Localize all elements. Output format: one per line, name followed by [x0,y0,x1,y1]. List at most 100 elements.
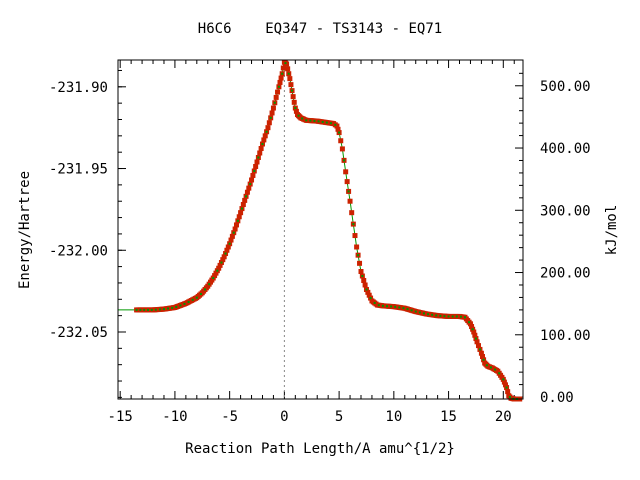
data-point-center [369,297,372,300]
data-point-center [427,313,430,316]
data-point-center [394,305,397,308]
y2-tick-label: 100.00 [540,328,591,344]
data-point-center [502,378,505,381]
data-point [335,126,341,132]
data-point-center [139,308,142,311]
data-point [229,233,235,239]
data-point-center [471,328,474,331]
data-point [257,150,263,156]
data-point-center [390,305,393,308]
data-point [291,99,297,105]
data-point [233,222,239,228]
data-point-center [297,114,300,117]
data-point-center [385,305,388,308]
data-point [228,237,234,243]
data-point-center [228,242,231,245]
data-point-center [352,223,355,226]
data-point-center [459,315,462,318]
data-point [365,289,371,295]
data-point-center [498,372,501,375]
data-point [472,332,478,338]
data-point-center [381,304,384,307]
data-point-center [175,305,178,308]
data-point-center [431,313,434,316]
data-point [250,172,256,178]
x-tick-label: -10 [162,409,187,425]
x-tick-label: 10 [385,409,402,425]
data-point [258,146,264,152]
data-point-center [494,368,497,371]
data-point [224,247,230,253]
y-tick-label: -232.00 [49,243,108,259]
data-point-center [357,254,360,257]
y2-tick-label: 400.00 [540,141,591,157]
data-point-center [236,219,239,222]
data-point [287,76,293,82]
data-point [284,61,290,67]
data-point-center [343,159,346,162]
data-point-center [167,307,170,310]
x-tick-label: 5 [335,409,343,425]
data-point [349,210,355,216]
data-point-center [277,85,280,88]
data-point [471,329,477,335]
data-point-center [294,107,297,110]
data-point-center [443,315,446,318]
data-point-center [232,231,235,234]
x-tick-label: 20 [495,409,512,425]
data-point-center [365,288,368,291]
chart-title: H6C6 EQ347 - TS3143 - EQ71 [198,21,442,37]
data-point [285,66,291,72]
data-point-center [191,298,194,301]
data-point-center [224,252,227,255]
data-point [278,75,284,81]
data-point-center [150,308,153,311]
data-point [244,189,250,195]
data-point-center [291,89,294,92]
data-point [273,94,279,100]
data-point-center [195,296,198,299]
data-point [220,257,226,263]
data-point [339,146,345,152]
data-point-center [508,395,511,398]
axis-ticks: -15 -10 -5 0 5 10 15 20 -231.90 -231.95 -232.00 -23… [49,60,591,425]
data-point [502,382,508,388]
data-point-center [422,312,425,315]
data-point [246,185,252,191]
data-point-center [329,122,332,125]
data-point [280,65,286,71]
plot-frame [117,59,524,400]
data-point-center [313,119,316,122]
data-point-center [204,288,207,291]
data-point-center [439,314,442,317]
data-point [344,179,350,185]
data-point [253,163,259,169]
data-point-center [301,117,304,120]
data-point-center [414,310,417,313]
data-point-center [334,123,337,126]
y-axis-label: Energy/Hartree [17,171,33,289]
data-point [290,94,296,100]
data-point-center [451,315,454,318]
data-point [270,105,276,111]
data-point [347,198,353,204]
data-point [334,123,340,129]
data-point-center [485,364,488,367]
data-point [501,379,507,385]
data-point [225,244,231,250]
data-point-center [245,195,248,198]
data-point-center [505,386,508,389]
data-point-center [455,315,458,318]
data-point [269,110,275,116]
data-point [277,79,283,85]
data-point-center [269,116,272,119]
data-point [343,169,349,175]
data-point [474,339,480,345]
data-point [362,282,368,288]
energy-curve-points [134,59,523,402]
data-point-center [199,292,202,295]
data-point [249,177,255,183]
x-tick-label: 0 [280,409,288,425]
data-point [265,125,271,131]
data-point-center [143,308,146,311]
